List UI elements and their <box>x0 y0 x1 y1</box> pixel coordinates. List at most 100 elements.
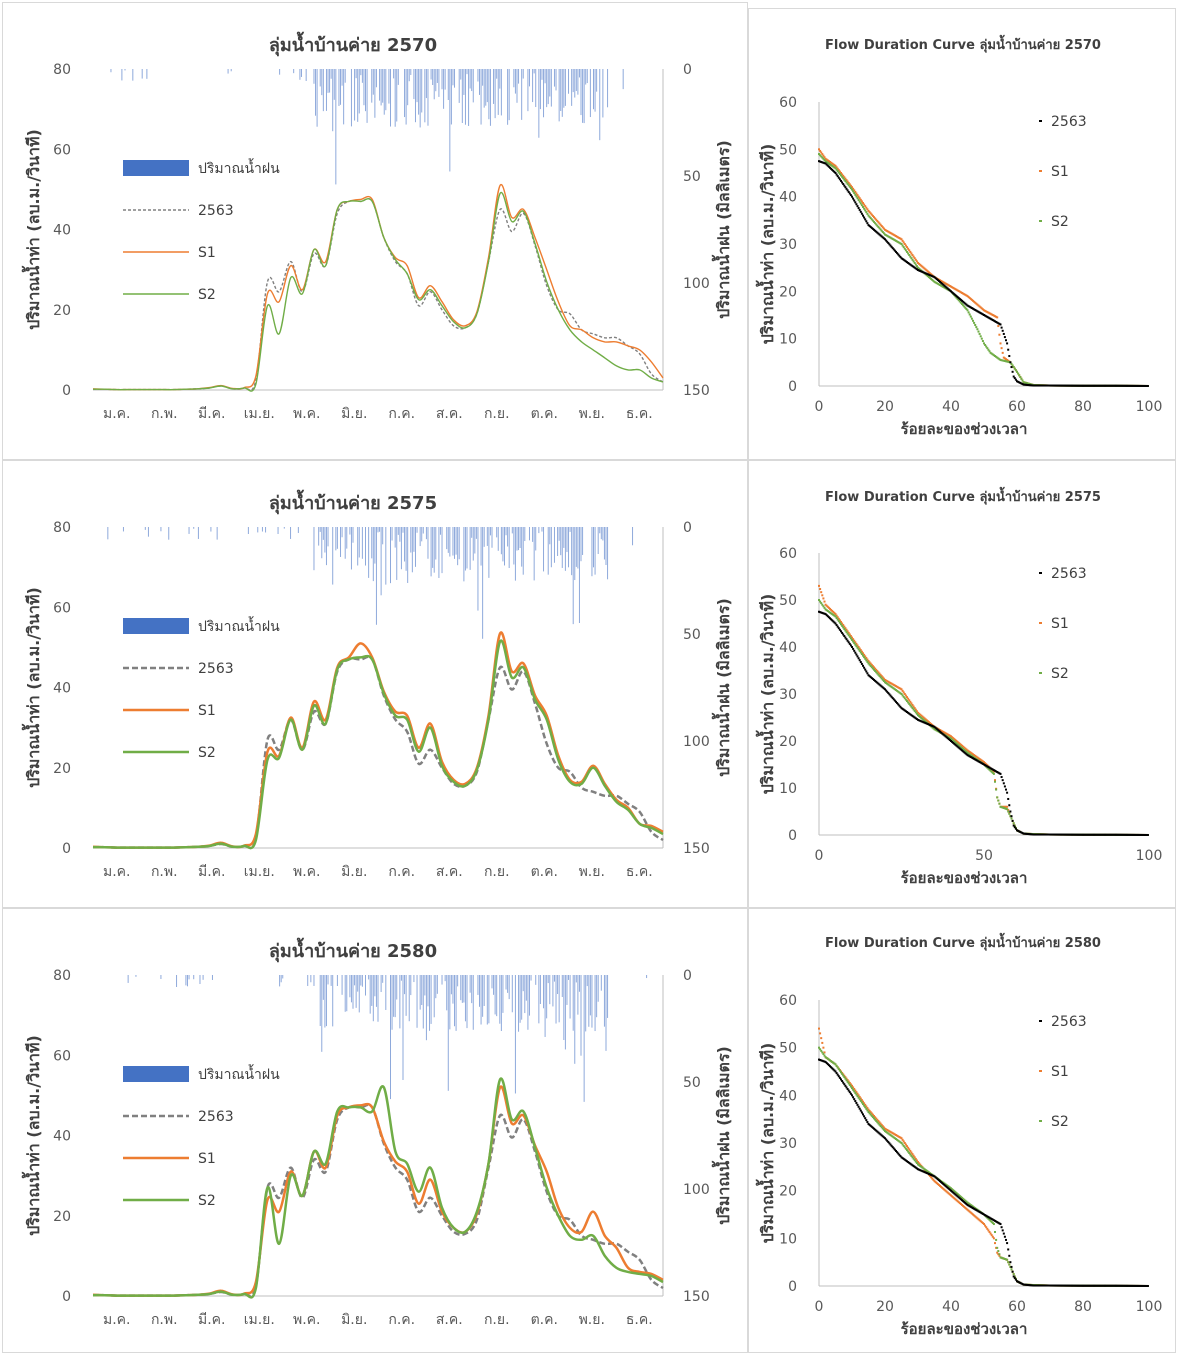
fdc-point-2563 <box>970 756 973 759</box>
x-tick-label: 80 <box>1074 1299 1092 1315</box>
fdc-point-s2 <box>928 1171 930 1174</box>
fdc-point-s2 <box>941 1180 944 1183</box>
fdc-point-2563 <box>1038 1284 1040 1287</box>
fdc-point-s2 <box>919 268 922 271</box>
fdc-point-2563 <box>986 315 989 318</box>
fdc-point-2563 <box>891 1146 894 1149</box>
fdc-point-s2 <box>1027 382 1029 385</box>
fdc-point-s1 <box>942 281 945 284</box>
fdc-point-s2 <box>824 160 827 163</box>
fdc-point-2563 <box>935 727 938 730</box>
fdc-point-2563 <box>1087 833 1090 836</box>
fdc-point-s2 <box>880 677 883 680</box>
fdc-point-2563 <box>941 1182 944 1185</box>
fdc-point-2563 <box>974 1208 977 1211</box>
fdc-point-2563 <box>1006 791 1009 794</box>
legend-label: ปริมาณน้ำฝน <box>198 158 280 177</box>
fdc-point-2563 <box>1121 384 1124 387</box>
fdc-point-2563 <box>958 747 961 750</box>
fdc-point-s1 <box>964 1206 967 1209</box>
fdc-point-2563 <box>843 1083 846 1086</box>
fdc-point-2563 <box>1100 1284 1103 1287</box>
fdc-point-s1 <box>901 689 904 692</box>
fdc-point-s2 <box>824 608 827 611</box>
fdc-point-s2 <box>989 1219 992 1222</box>
fdc-point-s2 <box>822 1053 825 1056</box>
fdc-point-2563 <box>1043 1284 1046 1287</box>
fdc-point-2563 <box>822 1060 825 1063</box>
fdc-point-s1 <box>854 1089 857 1092</box>
fdc-point-s1 <box>898 237 901 240</box>
fdc-point-s1 <box>976 1217 979 1220</box>
fdc-point-s2 <box>878 674 881 677</box>
fdc-point-s2 <box>868 215 871 218</box>
fdc-point-s1 <box>842 624 845 627</box>
fdc-point-s2 <box>989 769 992 772</box>
fdc-point-2563 <box>929 274 932 277</box>
fdc-point-s1 <box>985 310 988 313</box>
fdc-point-2563 <box>922 1170 925 1173</box>
fdc-point-2563 <box>980 312 983 315</box>
fdc-point-s2 <box>859 1099 862 1102</box>
fdc-point-s1 <box>875 668 878 671</box>
fdc-point-2563 <box>903 259 906 262</box>
fdc-point-2563 <box>1009 810 1012 813</box>
fdc-point-2563 <box>996 321 999 324</box>
y2-tick-label: 0 <box>683 520 692 536</box>
fdc-point-s1 <box>959 291 962 294</box>
fdc-point-s1 <box>969 751 972 754</box>
fdc-point-2563 <box>869 1124 872 1127</box>
fdc-point-s1 <box>896 235 899 238</box>
legend-label: S2 <box>1051 1114 1069 1130</box>
fdc-point-s1 <box>990 313 993 316</box>
fdc-point-2563 <box>1079 833 1082 836</box>
fdc-point-2563 <box>918 269 921 272</box>
y-axis-label: ปริมาณน้ำท่า (ลบ.ม./วินาที) <box>21 129 43 330</box>
fdc-point-2563 <box>1043 384 1046 387</box>
fdc-point-s1 <box>1007 808 1010 811</box>
fdc-point-2563 <box>1112 833 1115 836</box>
fdc-point-s1 <box>996 316 999 319</box>
fdc-point-s2 <box>937 730 940 733</box>
fdc-point-2563 <box>958 297 961 300</box>
fdc-point-s1 <box>964 293 967 296</box>
fdc-point-s2 <box>1023 381 1026 384</box>
fdc-point-2563 <box>1093 1284 1095 1287</box>
fdc-point-2563 <box>851 1094 853 1097</box>
fdc-point-2563 <box>863 1115 866 1118</box>
fdc-point-2563 <box>985 764 988 767</box>
fdc-point-2563 <box>1042 384 1045 387</box>
fdc-point-2563 <box>891 697 894 700</box>
fdc-point-2563 <box>965 303 968 306</box>
fdc-point-s1 <box>851 186 853 189</box>
fdc-point-2563 <box>966 304 969 307</box>
fdc-point-2563 <box>1034 384 1037 387</box>
fdc-point-s1 <box>964 747 967 750</box>
fdc-point-2563 <box>907 261 910 264</box>
fdc-point-2563 <box>946 737 949 740</box>
fdc-point-s1 <box>979 306 982 309</box>
fdc-point-2563 <box>981 313 984 316</box>
fdc-point-s2 <box>936 282 939 285</box>
fdc-point-s2 <box>983 342 985 345</box>
fdc-point-s1 <box>978 758 981 761</box>
fdc-point-2563 <box>935 1177 938 1180</box>
y-tick-label: 30 <box>779 687 797 703</box>
fdc-point-s1 <box>992 770 995 773</box>
fdc-point-2563 <box>1080 1284 1083 1287</box>
fdc-point-s1 <box>880 675 883 678</box>
fdc-point-2563 <box>962 300 965 303</box>
fdc-point-s2 <box>891 686 894 689</box>
fdc-point-2563 <box>1051 1284 1054 1287</box>
fdc-point-2563 <box>1082 833 1084 836</box>
fdc-point-2563 <box>1049 384 1051 387</box>
fdc-point-s1 <box>829 607 831 610</box>
fdc-point-2563 <box>1029 833 1032 836</box>
fdc-point-2563 <box>857 207 860 210</box>
fdc-point-2563 <box>1115 1284 1117 1287</box>
fdc-point-s2 <box>836 170 839 173</box>
fdc-point-s1 <box>955 1199 958 1202</box>
fdc-point-2563 <box>1054 833 1057 836</box>
fdc-point-s1 <box>845 179 848 182</box>
fdc-point-2563 <box>906 261 908 264</box>
